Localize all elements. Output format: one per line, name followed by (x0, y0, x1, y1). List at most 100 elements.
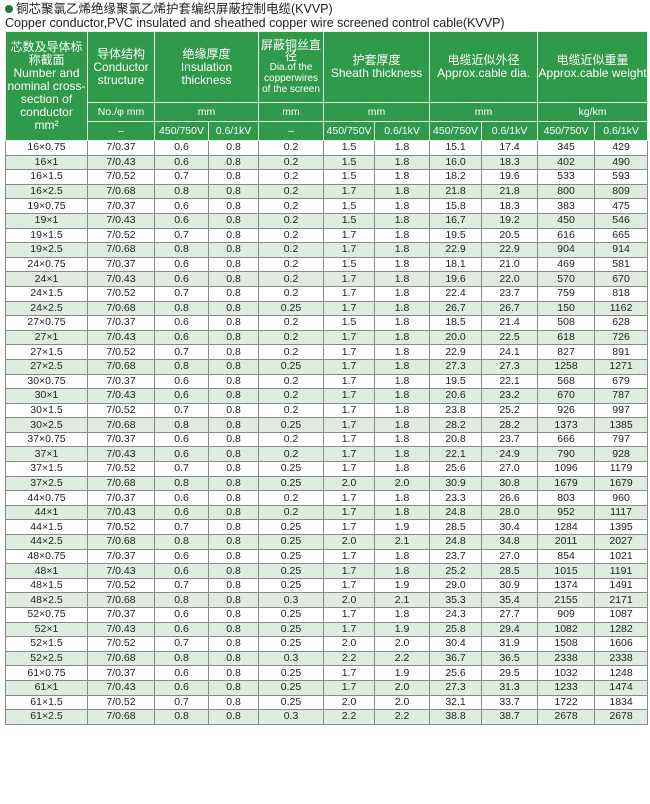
table-row: 30×1 7/0.43 0.6 0.8 0.2 1.7 1.8 20.6 23.2 670 787 (5, 388, 649, 404)
table-cell: 0.25 (258, 519, 325, 536)
table-cell: 0.8 (207, 490, 260, 506)
table-cell: 7/0.37 (87, 665, 155, 681)
table-cell: 1.7 (323, 271, 376, 287)
table-cell: 0.6 (154, 315, 209, 331)
table-cell: 469 (537, 256, 596, 273)
table-cell: 19×0.75 (5, 198, 88, 214)
table-cell: 23.8 (429, 402, 483, 419)
table-cell: 1.8 (374, 256, 431, 273)
table-row: 19×0.75 7/0.37 0.6 0.8 0.2 1.5 1.8 15.8 18.3 383 4… (5, 198, 649, 214)
table-cell: 1082 (537, 621, 596, 638)
table-cell: 0.6 (154, 271, 209, 287)
table-cell: 0.6 (154, 607, 209, 623)
table-cell: 1.8 (374, 154, 431, 171)
table-cell: 30.8 (481, 475, 539, 492)
table-cell: 25.2 (481, 402, 539, 419)
table-cell: 52×1.5 (5, 636, 88, 652)
table-cell: 16×2.5 (5, 183, 88, 200)
table-cell: 0.6 (154, 490, 209, 506)
table-cell: 30.4 (481, 519, 539, 536)
table-cell: 797 (594, 431, 649, 448)
table-cell: 0.8 (207, 504, 260, 521)
table-cell: 0.8 (154, 534, 209, 550)
table-cell: 665 (594, 227, 649, 244)
table-cell: 7/0.68 (87, 592, 155, 608)
table-cell: 7/0.68 (87, 475, 155, 492)
table-cell: 952 (537, 504, 596, 521)
table-cell: 0.8 (154, 358, 209, 375)
table-cell: 52×1 (5, 621, 88, 638)
table-row: 52×2.5 7/0.68 0.8 0.8 0.3 2.2 2.2 36.7 36.5 2338 2… (5, 650, 649, 667)
table-cell: 0.8 (207, 548, 260, 565)
table-cell: 29.0 (429, 577, 483, 594)
table-cell: 0.3 (258, 592, 325, 608)
table-cell: 345 (537, 140, 596, 156)
table-row: 61×1 7/0.43 0.6 0.8 0.25 1.7 2.0 27.3 31.3 1233 14… (5, 679, 649, 696)
table-cell: 0.2 (258, 140, 325, 156)
table-cell: 0.8 (207, 446, 260, 463)
table-cell: 21.8 (429, 183, 483, 200)
table-cell: 0.8 (154, 242, 209, 258)
table-cell: 24×1.5 (5, 285, 88, 302)
table-cell: 23.7 (481, 285, 539, 302)
table-cell: 2.0 (323, 694, 376, 711)
table-cell: 926 (537, 402, 596, 419)
table-cell: 0.2 (258, 154, 325, 171)
table-cell: 0.8 (207, 621, 260, 638)
table-cell: 2.0 (374, 636, 431, 652)
table-cell: 0.8 (154, 300, 209, 317)
table-cell: 7/0.37 (87, 256, 155, 273)
table-cell: 0.2 (258, 373, 325, 390)
table-cell: 1282 (594, 621, 649, 638)
table-row: 44×2.5 7/0.68 0.8 0.8 0.25 2.0 2.1 24.8 34.8 2011… (5, 534, 649, 550)
table-cell: 0.8 (207, 373, 260, 390)
table-cell: 1.8 (374, 169, 431, 185)
table-cell: 0.8 (207, 402, 260, 419)
table-cell: 31.9 (481, 636, 539, 652)
table-cell: 26.6 (481, 490, 539, 506)
table-cell: 18.2 (429, 169, 483, 185)
table-cell: 44×1.5 (5, 519, 88, 536)
table-cell: 1.5 (323, 140, 376, 156)
table-cell: 24.8 (429, 534, 483, 550)
table-cell: 1.7 (323, 344, 376, 360)
table-cell: 24.3 (429, 607, 483, 623)
unit-screen: mm (258, 102, 325, 122)
table-cell: 44×1 (5, 504, 88, 521)
table-cell: 2678 (594, 709, 649, 725)
table-cell: 38.8 (429, 709, 483, 725)
table-cell: 0.6 (154, 388, 209, 404)
table-cell: 1834 (594, 694, 649, 711)
table-cell: 0.2 (258, 212, 325, 229)
table-cell: 0.8 (154, 592, 209, 608)
table-cell: 23.7 (481, 431, 539, 448)
table-cell: 568 (537, 373, 596, 390)
table-cell: 1.8 (374, 417, 431, 433)
table-cell: 1.7 (323, 242, 376, 258)
table-cell: 1.8 (374, 563, 431, 579)
table-cell: 1.8 (374, 242, 431, 258)
table-cell: 0.2 (258, 315, 325, 331)
unit-dia: mm (429, 102, 539, 122)
table-cell: 2.2 (374, 709, 431, 725)
table-row: 48×0.75 7/0.37 0.6 0.8 0.25 1.7 1.8 23.7 27.0 854… (5, 548, 649, 565)
table-cell: 20.0 (429, 329, 483, 346)
table-cell: 7/0.37 (87, 140, 155, 156)
bullet-icon (5, 5, 13, 13)
table-cell: 7/0.68 (87, 300, 155, 317)
table-cell: 1.7 (323, 183, 376, 200)
table-cell: 0.7 (154, 636, 209, 652)
table-row: 24×1.5 7/0.52 0.7 0.8 0.2 1.7 1.8 22.4 23.7 759 81… (5, 285, 649, 302)
table-cell: 508 (537, 315, 596, 331)
title-en: Copper conductor,PVC insulated and sheat… (5, 16, 505, 30)
table-cell: 7/0.37 (87, 315, 155, 331)
table-row: 24×2.5 7/0.68 0.8 0.8 0.25 1.7 1.8 26.7 26.7 150 1… (5, 300, 649, 317)
table-cell: 7/0.52 (87, 227, 155, 244)
unit-structure: No./φ mm (87, 102, 155, 122)
table-cell: 1179 (594, 461, 649, 477)
table-cell: 854 (537, 548, 596, 565)
table-cell: 7/0.68 (87, 650, 155, 667)
table-cell: 2.0 (374, 679, 431, 696)
table-cell: 27.3 (429, 358, 483, 375)
table-cell: 679 (594, 373, 649, 390)
